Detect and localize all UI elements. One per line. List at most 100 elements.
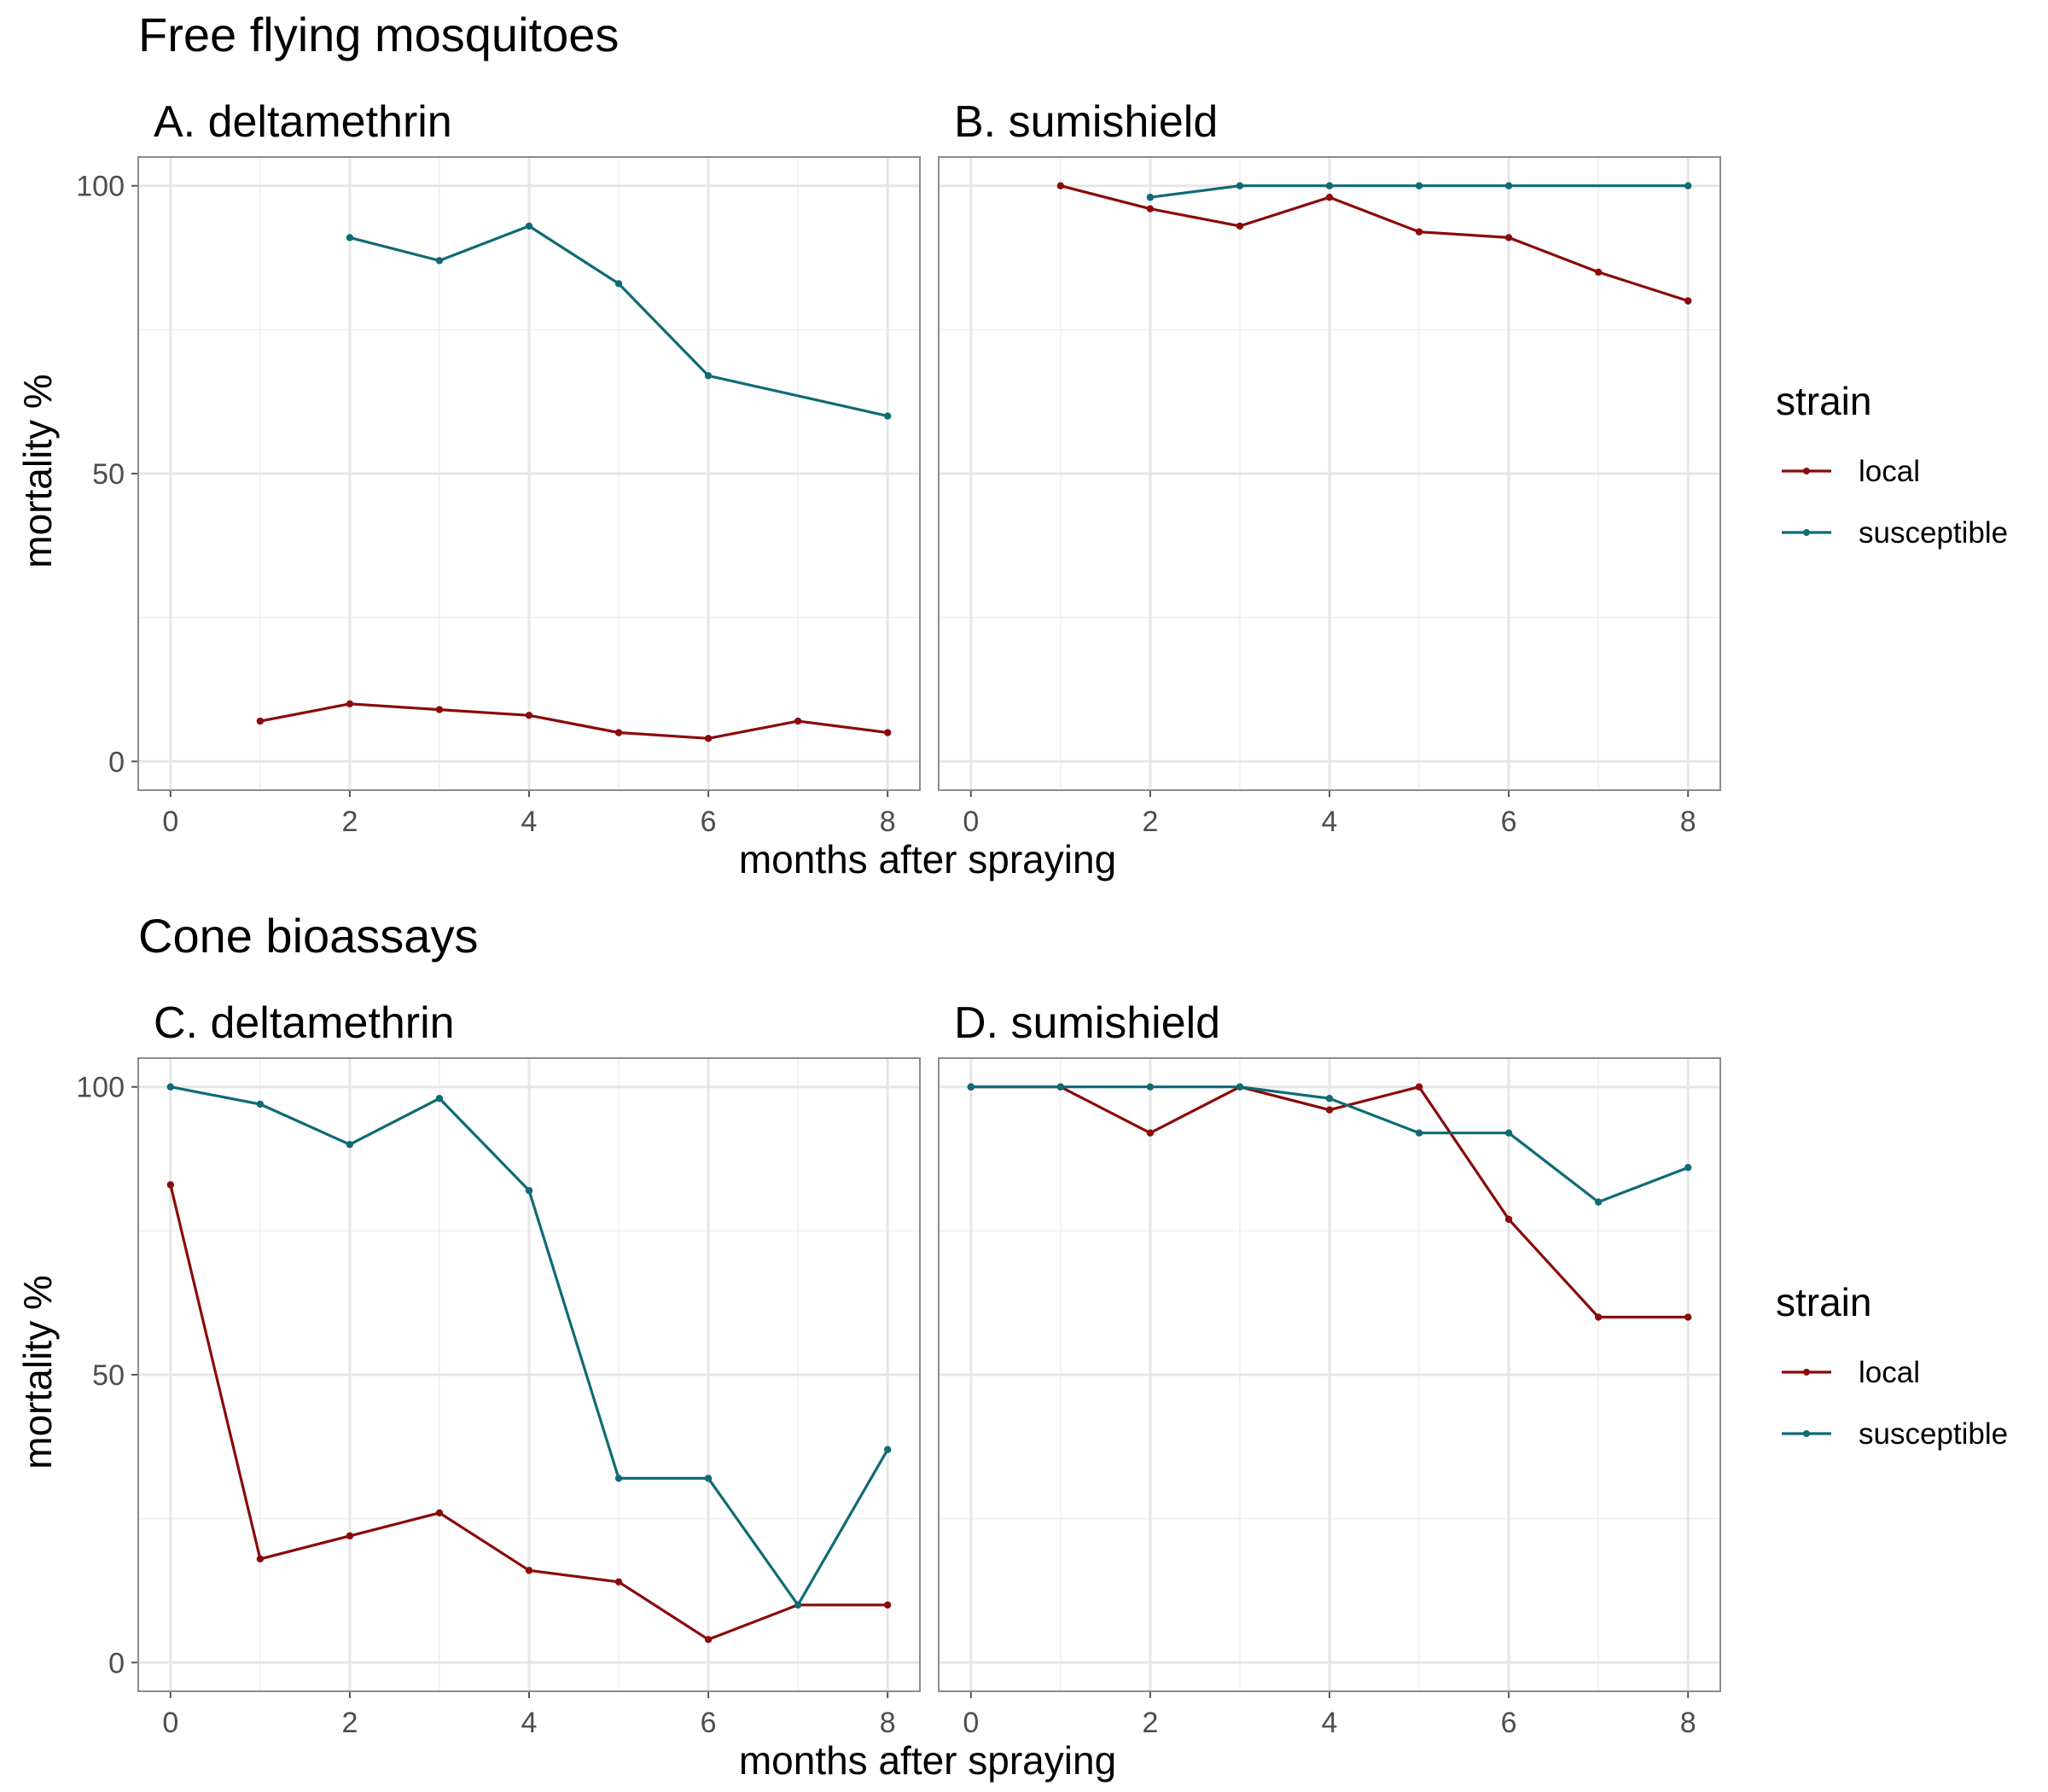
panel-3-point-susceptible <box>1415 1129 1423 1137</box>
panel-0-x-tick-label: 8 <box>880 806 896 838</box>
panel-0-point-local <box>704 735 713 742</box>
panel-0-point-local <box>435 706 444 713</box>
panel-2-point-local <box>256 1555 265 1563</box>
panel-3-point-local <box>1594 1313 1603 1321</box>
panel-1-point-local <box>1594 268 1603 276</box>
panel-1-point-local <box>1146 205 1155 212</box>
legend-label-local-bottom: local <box>1859 1356 1920 1389</box>
legend-title-bottom: strain <box>1776 1280 1871 1324</box>
panel-2-point-local <box>166 1181 175 1189</box>
panel-2-point-local <box>525 1567 533 1574</box>
panel-3-point-local <box>1415 1083 1423 1091</box>
panel-3-point-susceptible <box>1594 1198 1603 1206</box>
panel-2-x-tick-label: 6 <box>701 1707 717 1739</box>
panel-title-b: B. sumishield <box>954 97 1218 147</box>
panel-0-point-local <box>883 729 892 736</box>
panel-2-point-susceptible <box>435 1095 444 1103</box>
legend-label-susceptible-top: susceptible <box>1859 516 2008 550</box>
x-axis-title-top: months after spraying <box>739 837 1116 881</box>
panel-0-point-local <box>256 717 265 725</box>
panel-a-deltamethrin-free-flying: 0 2 4 6 8 0 50 100 <box>76 156 921 838</box>
y-axis-title-top: mortality % <box>15 374 60 567</box>
panel-3-point-susceptible <box>1504 1129 1513 1137</box>
panel-2-x-tick-label: 0 <box>162 1707 178 1739</box>
panel-1-point-local <box>1415 228 1423 236</box>
panel-0-point-susceptible <box>883 412 892 420</box>
panel-2-point-local <box>435 1509 444 1517</box>
panel-2-y-tick-label: 0 <box>108 1647 125 1679</box>
panel-1-point-susceptible <box>1146 194 1155 201</box>
legend-key-susceptible-bottom-dot <box>1803 1430 1810 1437</box>
panel-0-x-tick-label: 4 <box>521 806 538 838</box>
panel-c-deltamethrin-cone: 0 2 4 6 8 0 50 100 <box>76 1057 921 1739</box>
panel-2-point-local <box>704 1636 713 1644</box>
panel-3-point-susceptible <box>967 1083 975 1091</box>
panel-3-point-susceptible <box>1684 1163 1692 1172</box>
panel-1-point-local <box>1684 297 1692 305</box>
panel-1-point-local <box>1504 234 1513 241</box>
panel-2-point-susceptible <box>166 1083 175 1091</box>
panel-0-point-local <box>346 700 354 708</box>
panel-3-x-tick-label: 4 <box>1322 1707 1338 1739</box>
panel-2-point-susceptible <box>883 1446 892 1453</box>
panel-2-border <box>137 1057 921 1692</box>
panel-0-point-susceptible <box>614 280 623 288</box>
panel-2-x-tick-label: 4 <box>521 1707 538 1739</box>
section-title-free-flying: Free flying mosquitoes <box>138 8 619 61</box>
panel-0-point-susceptible <box>435 257 444 265</box>
panel-2-point-local <box>883 1601 892 1609</box>
panel-1-point-local <box>1236 222 1244 230</box>
panel-title-d: D. sumishield <box>954 998 1220 1048</box>
panel-0-x-tick-label: 6 <box>701 806 717 838</box>
panel-title-c: C. deltamethrin <box>154 998 455 1048</box>
panel-0-series-susceptible-line <box>349 224 888 418</box>
panel-d-sumishield-cone: 0 2 4 6 8 <box>938 1057 1721 1739</box>
panel-1-point-susceptible <box>1415 182 1423 189</box>
panel-1-point-susceptible <box>1325 182 1334 189</box>
y-axis-title-bottom: mortality % <box>15 1275 60 1469</box>
panel-3-point-susceptible <box>1325 1095 1334 1103</box>
panel-0-x-tick-label: 0 <box>162 806 178 838</box>
panel-1-series-susceptible-line <box>1149 184 1689 199</box>
panel-1-point-local <box>1056 182 1065 189</box>
panel-2-point-susceptible <box>525 1186 533 1195</box>
panel-1-border <box>938 156 1721 791</box>
panel-0-point-local <box>794 717 802 725</box>
panel-2-point-susceptible <box>614 1475 623 1482</box>
panel-1-x-tick-label: 8 <box>1680 806 1696 838</box>
panel-0-point-susceptible <box>346 234 354 241</box>
panel-3-x-tick-label: 0 <box>963 1707 979 1739</box>
panel-3-point-local <box>1684 1313 1692 1321</box>
panel-2-point-susceptible <box>346 1140 354 1149</box>
legend-label-susceptible-bottom: susceptible <box>1859 1417 2008 1451</box>
panel-2-y-tick-label: 100 <box>76 1072 125 1104</box>
panel-0-point-susceptible <box>704 372 713 380</box>
panel-3-point-susceptible <box>1056 1083 1065 1091</box>
panel-3-x-tick-label: 6 <box>1501 1707 1517 1739</box>
panel-2-x-tick-label: 8 <box>880 1707 896 1739</box>
panel-2-point-susceptible <box>794 1601 802 1609</box>
panel-1-point-susceptible <box>1504 182 1513 189</box>
x-axis-title-bottom: months after spraying <box>739 1738 1116 1783</box>
panel-1-point-susceptible <box>1684 182 1692 189</box>
panel-0-y-tick-label: 100 <box>76 171 125 203</box>
legend-key-susceptible-top-dot <box>1803 529 1810 536</box>
panel-2-point-susceptible <box>256 1100 265 1108</box>
panel-1-series-local-line <box>1060 184 1689 303</box>
panel-0-x-tick-label: 2 <box>341 806 358 838</box>
panel-3-point-susceptible <box>1146 1083 1155 1091</box>
panel-3-x-tick-label: 2 <box>1142 1707 1158 1739</box>
panel-b-sumishield-free-flying: 0 2 4 6 8 <box>938 156 1721 838</box>
legend-title-top: strain <box>1776 379 1871 423</box>
panel-1-x-tick-label: 6 <box>1501 806 1517 838</box>
panel-0-point-local <box>614 729 623 736</box>
section-title-cone-bioassays: Cone bioassays <box>138 909 478 963</box>
panel-1-x-tick-label: 0 <box>963 806 979 838</box>
panel-3-point-local <box>1504 1215 1513 1224</box>
panel-1-x-tick-label: 4 <box>1322 806 1338 838</box>
panel-3-point-local <box>1325 1106 1334 1114</box>
panel-2-point-local <box>614 1578 623 1586</box>
panel-0-border <box>137 156 921 791</box>
legend-label-local-top: local <box>1859 455 1920 488</box>
panel-0-y-tick-label: 50 <box>92 458 125 491</box>
